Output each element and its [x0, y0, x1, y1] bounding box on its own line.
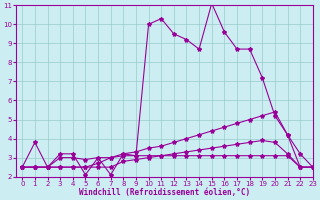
X-axis label: Windchill (Refroidissement éolien,°C): Windchill (Refroidissement éolien,°C): [79, 188, 250, 197]
